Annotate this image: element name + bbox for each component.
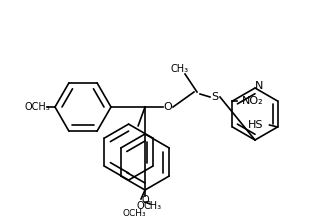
Text: N: N	[255, 81, 263, 91]
Text: S: S	[212, 92, 219, 102]
Text: CH₃: CH₃	[144, 201, 162, 211]
Text: O: O	[164, 102, 172, 112]
Text: O: O	[141, 195, 149, 205]
Text: NO₂: NO₂	[242, 96, 263, 106]
Text: CH₃: CH₃	[171, 64, 189, 74]
Text: O: O	[136, 201, 144, 211]
Text: HS: HS	[248, 120, 263, 130]
Text: OCH₃: OCH₃	[122, 210, 146, 218]
Text: OCH₃: OCH₃	[24, 102, 50, 112]
